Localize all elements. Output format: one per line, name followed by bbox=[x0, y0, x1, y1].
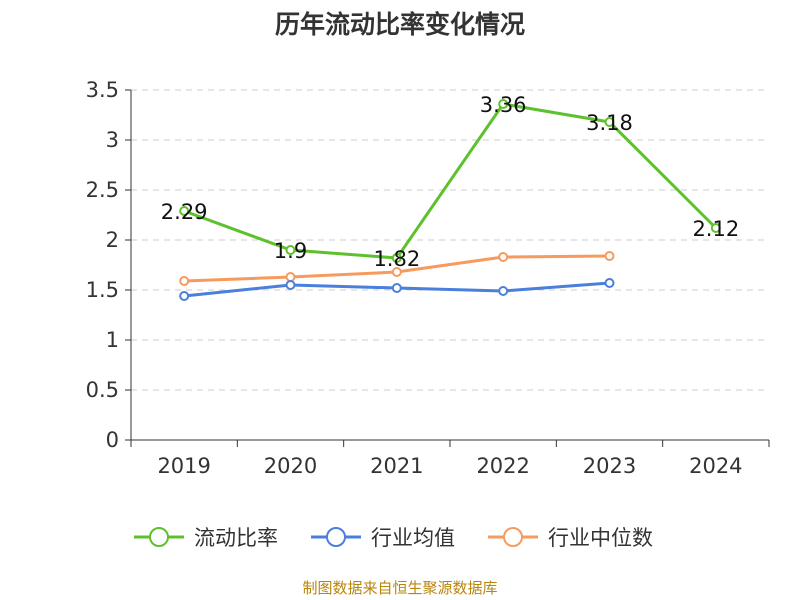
legend-swatch-marker bbox=[149, 527, 169, 547]
data-point bbox=[604, 251, 615, 261]
x-tick-label: 2021 bbox=[370, 454, 423, 478]
x-tick-label: 2022 bbox=[476, 454, 529, 478]
x-tick-label: 2020 bbox=[264, 454, 317, 478]
y-tick-label: 0 bbox=[106, 428, 119, 452]
data-point bbox=[498, 99, 509, 109]
series-group bbox=[179, 99, 721, 301]
legend: 流动比率 行业均值 行业中位数 bbox=[134, 526, 653, 550]
data-point bbox=[285, 272, 296, 282]
data-point bbox=[391, 267, 402, 277]
data-point bbox=[498, 252, 509, 262]
data-point bbox=[285, 280, 296, 290]
legend-swatch-marker bbox=[503, 527, 523, 547]
y-tick-label: 2 bbox=[106, 228, 119, 252]
y-axis-ticks: 0 0.5 1 1.5 2 2.5 3 3.5 bbox=[86, 78, 131, 452]
data-point bbox=[285, 245, 296, 255]
y-tick-label: 2.5 bbox=[86, 178, 119, 202]
data-point bbox=[391, 283, 402, 293]
series-line-0 bbox=[183, 102, 717, 260]
data-label: 2.12 bbox=[692, 217, 739, 241]
y-tick-label: 3 bbox=[106, 128, 119, 152]
data-point bbox=[179, 276, 190, 286]
data-point bbox=[498, 286, 509, 296]
legend-label: 流动比率 bbox=[194, 526, 278, 550]
data-label: 1.82 bbox=[373, 247, 420, 271]
legend-item-1[interactable]: 行业均值 bbox=[311, 526, 455, 550]
data-label: 2.29 bbox=[161, 200, 208, 224]
data-point bbox=[179, 291, 190, 301]
legend-label: 行业中位数 bbox=[548, 526, 653, 550]
y-tick-label: 3.5 bbox=[86, 78, 119, 102]
y-tick-label: 1 bbox=[106, 328, 119, 352]
data-point bbox=[179, 206, 190, 216]
grid-lines bbox=[131, 89, 769, 391]
x-tick-label: 2019 bbox=[157, 454, 210, 478]
data-point bbox=[391, 253, 402, 263]
x-tick-label: 2024 bbox=[689, 454, 742, 478]
data-point bbox=[604, 117, 615, 127]
data-label: 3.36 bbox=[480, 93, 527, 117]
data-point bbox=[604, 278, 615, 288]
y-tick-label: 0.5 bbox=[86, 378, 119, 402]
legend-swatch-marker bbox=[326, 527, 346, 547]
x-axis-ticks: 2019 2020 2021 2022 2023 2024 bbox=[130, 440, 770, 478]
x-tick-label: 2023 bbox=[583, 454, 636, 478]
legend-item-0[interactable]: 流动比率 bbox=[134, 526, 278, 550]
y-tick-label: 1.5 bbox=[86, 278, 119, 302]
data-labels: 2.29 1.9 1.82 3.36 3.18 2.12 bbox=[161, 93, 739, 271]
data-point bbox=[710, 223, 721, 233]
source-note: 制图数据来自恒生聚源数据库 bbox=[302, 579, 497, 597]
legend-item-2[interactable]: 行业中位数 bbox=[488, 526, 653, 550]
data-label: 1.9 bbox=[274, 239, 307, 263]
data-label: 3.18 bbox=[586, 111, 633, 135]
legend-label: 行业均值 bbox=[371, 526, 455, 550]
chart-title: 历年流动比率变化情况 bbox=[275, 10, 525, 39]
